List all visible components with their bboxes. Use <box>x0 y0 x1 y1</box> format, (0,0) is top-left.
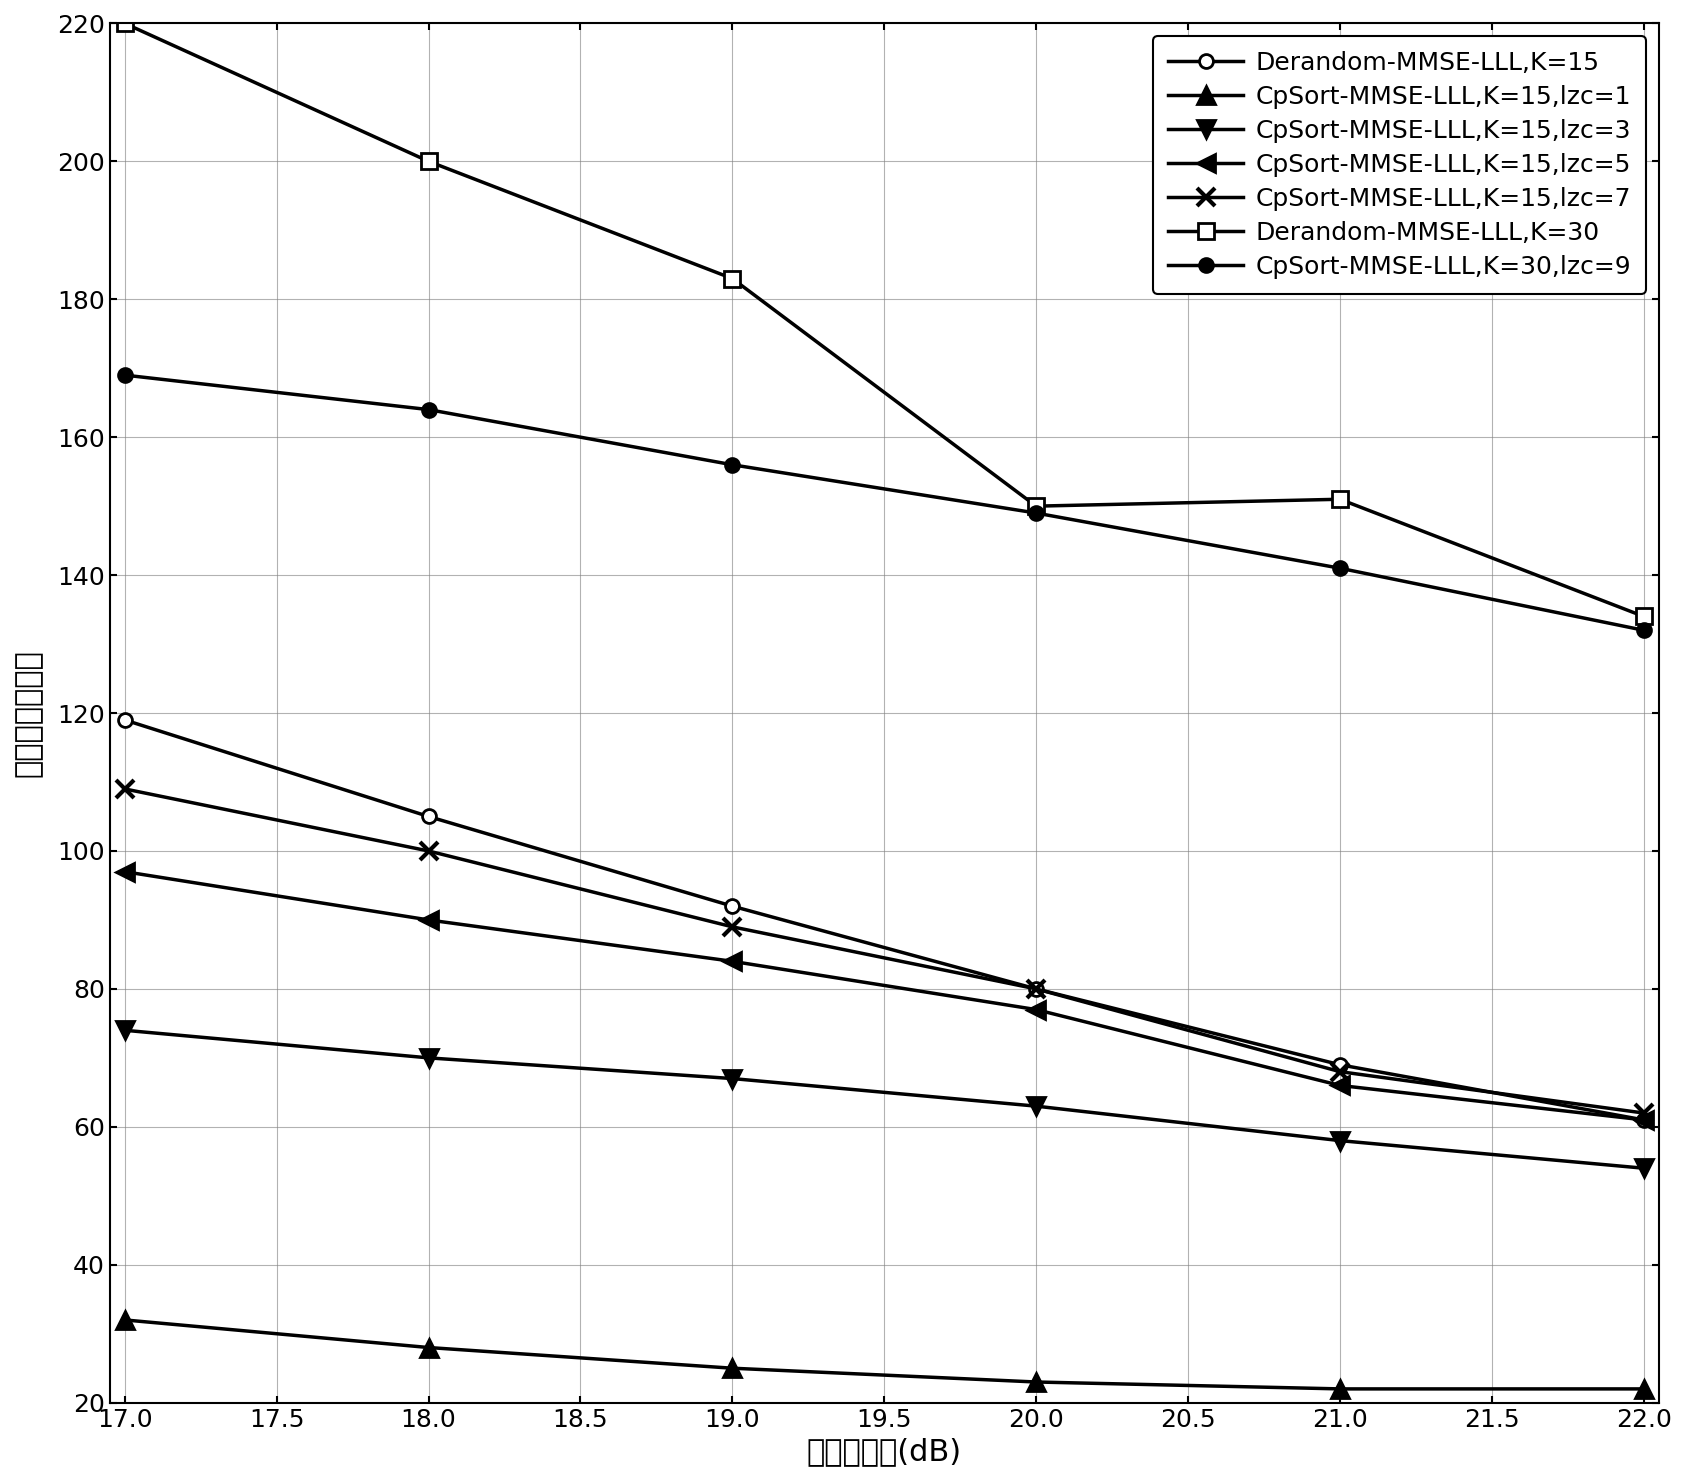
CpSort-MMSE-LLL,K=15,lzc=7 <box>419 842 439 860</box>
CpSort-MMSE-LLL,K=15,lzc=3 <box>115 1021 135 1039</box>
CpSort-MMSE-LLL,K=30,lzc=9 <box>722 456 743 474</box>
CpSort-MMSE-LLL,K=15,lzc=5 <box>1330 1076 1350 1094</box>
Line: CpSort-MMSE-LLL,K=15,lzc=7: CpSort-MMSE-LLL,K=15,lzc=7 <box>116 780 1653 1122</box>
Line: Derandom-MMSE-LLL,K=30: Derandom-MMSE-LLL,K=30 <box>116 16 1651 625</box>
Derandom-MMSE-LLL,K=15 <box>1634 1111 1654 1129</box>
Derandom-MMSE-LLL,K=15 <box>722 897 743 915</box>
CpSort-MMSE-LLL,K=15,lzc=1 <box>722 1359 743 1376</box>
CpSort-MMSE-LLL,K=30,lzc=9 <box>419 401 439 419</box>
CpSort-MMSE-LLL,K=15,lzc=3 <box>1026 1097 1047 1114</box>
CpSort-MMSE-LLL,K=15,lzc=5 <box>419 912 439 929</box>
CpSort-MMSE-LLL,K=15,lzc=3 <box>722 1070 743 1088</box>
Legend: Derandom-MMSE-LLL,K=15, CpSort-MMSE-LLL,K=15,lzc=1, CpSort-MMSE-LLL,K=15,lzc=3, : Derandom-MMSE-LLL,K=15, CpSort-MMSE-LLL,… <box>1153 36 1646 295</box>
CpSort-MMSE-LLL,K=15,lzc=7 <box>1026 980 1047 998</box>
Line: CpSort-MMSE-LLL,K=30,lzc=9: CpSort-MMSE-LLL,K=30,lzc=9 <box>118 369 1651 638</box>
CpSort-MMSE-LLL,K=15,lzc=5 <box>115 863 135 881</box>
Line: CpSort-MMSE-LLL,K=15,lzc=3: CpSort-MMSE-LLL,K=15,lzc=3 <box>116 1021 1653 1177</box>
Derandom-MMSE-LLL,K=15 <box>419 808 439 826</box>
Derandom-MMSE-LLL,K=30 <box>1330 490 1350 508</box>
CpSort-MMSE-LLL,K=30,lzc=9 <box>1634 622 1654 639</box>
CpSort-MMSE-LLL,K=15,lzc=1 <box>1330 1379 1350 1397</box>
CpSort-MMSE-LLL,K=30,lzc=9 <box>1330 559 1350 577</box>
Line: CpSort-MMSE-LLL,K=15,lzc=1: CpSort-MMSE-LLL,K=15,lzc=1 <box>116 1311 1653 1399</box>
CpSort-MMSE-LLL,K=15,lzc=7 <box>1634 1104 1654 1122</box>
Derandom-MMSE-LLL,K=15 <box>1330 1055 1350 1073</box>
Derandom-MMSE-LLL,K=30 <box>722 269 743 287</box>
Derandom-MMSE-LLL,K=15 <box>115 710 135 728</box>
CpSort-MMSE-LLL,K=15,lzc=1 <box>115 1311 135 1329</box>
CpSort-MMSE-LLL,K=15,lzc=3 <box>1634 1159 1654 1177</box>
CpSort-MMSE-LLL,K=15,lzc=7 <box>722 918 743 935</box>
Line: CpSort-MMSE-LLL,K=15,lzc=5: CpSort-MMSE-LLL,K=15,lzc=5 <box>116 863 1653 1129</box>
Line: Derandom-MMSE-LLL,K=15: Derandom-MMSE-LLL,K=15 <box>118 713 1651 1126</box>
X-axis label: 比特信噪比(dB): 比特信噪比(dB) <box>807 1437 962 1467</box>
CpSort-MMSE-LLL,K=30,lzc=9 <box>115 366 135 383</box>
Derandom-MMSE-LLL,K=30 <box>1026 497 1047 515</box>
CpSort-MMSE-LLL,K=30,lzc=9 <box>1026 505 1047 522</box>
Derandom-MMSE-LLL,K=15 <box>1026 980 1047 998</box>
Derandom-MMSE-LLL,K=30 <box>1634 608 1654 626</box>
CpSort-MMSE-LLL,K=15,lzc=1 <box>1634 1379 1654 1397</box>
Y-axis label: 平均访问节点数: 平均访问节点数 <box>14 650 42 777</box>
CpSort-MMSE-LLL,K=15,lzc=3 <box>419 1049 439 1067</box>
CpSort-MMSE-LLL,K=15,lzc=7 <box>1330 1063 1350 1080</box>
CpSort-MMSE-LLL,K=15,lzc=5 <box>722 953 743 971</box>
CpSort-MMSE-LLL,K=15,lzc=5 <box>1026 1000 1047 1018</box>
CpSort-MMSE-LLL,K=15,lzc=1 <box>419 1338 439 1356</box>
CpSort-MMSE-LLL,K=15,lzc=3 <box>1330 1132 1350 1150</box>
CpSort-MMSE-LLL,K=15,lzc=7 <box>115 780 135 798</box>
CpSort-MMSE-LLL,K=15,lzc=1 <box>1026 1373 1047 1391</box>
Derandom-MMSE-LLL,K=30 <box>115 15 135 33</box>
Derandom-MMSE-LLL,K=30 <box>419 152 439 170</box>
CpSort-MMSE-LLL,K=15,lzc=5 <box>1634 1111 1654 1129</box>
